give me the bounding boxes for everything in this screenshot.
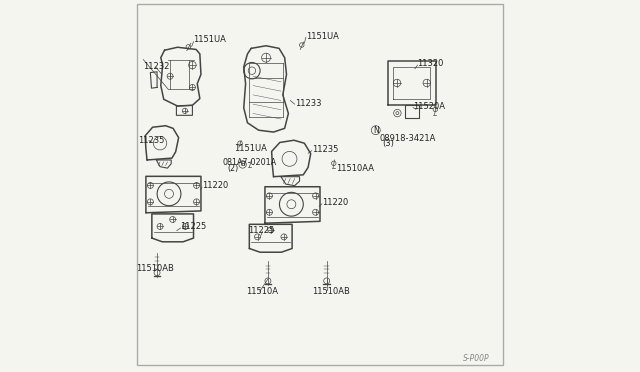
- Text: 11220: 11220: [202, 182, 228, 190]
- Text: 11510AA: 11510AA: [336, 164, 374, 173]
- Text: 11225: 11225: [180, 222, 207, 231]
- Text: 11510AB: 11510AB: [136, 264, 173, 273]
- Text: 1151UA: 1151UA: [234, 144, 267, 153]
- Text: 11235: 11235: [312, 145, 338, 154]
- Text: 11320: 11320: [417, 60, 444, 68]
- Text: (2): (2): [228, 164, 239, 173]
- Text: 11235: 11235: [138, 136, 165, 145]
- Text: N: N: [373, 126, 379, 135]
- Text: 11233: 11233: [294, 99, 321, 108]
- Text: 11510A: 11510A: [246, 287, 278, 296]
- Text: 1151UA: 1151UA: [193, 35, 227, 44]
- Text: 11232: 11232: [143, 62, 170, 71]
- Text: 11510AB: 11510AB: [312, 287, 351, 296]
- Text: B: B: [240, 161, 245, 167]
- Text: (3): (3): [383, 140, 394, 148]
- Text: 11220: 11220: [322, 198, 348, 207]
- Text: 1151UA: 1151UA: [306, 32, 339, 41]
- Text: S-P00P: S-P00P: [463, 354, 489, 363]
- Text: 08918-3421A: 08918-3421A: [380, 134, 436, 143]
- Text: 081A7-0201A: 081A7-0201A: [222, 158, 276, 167]
- Text: 11520A: 11520A: [413, 102, 445, 111]
- Text: 11225: 11225: [248, 226, 275, 235]
